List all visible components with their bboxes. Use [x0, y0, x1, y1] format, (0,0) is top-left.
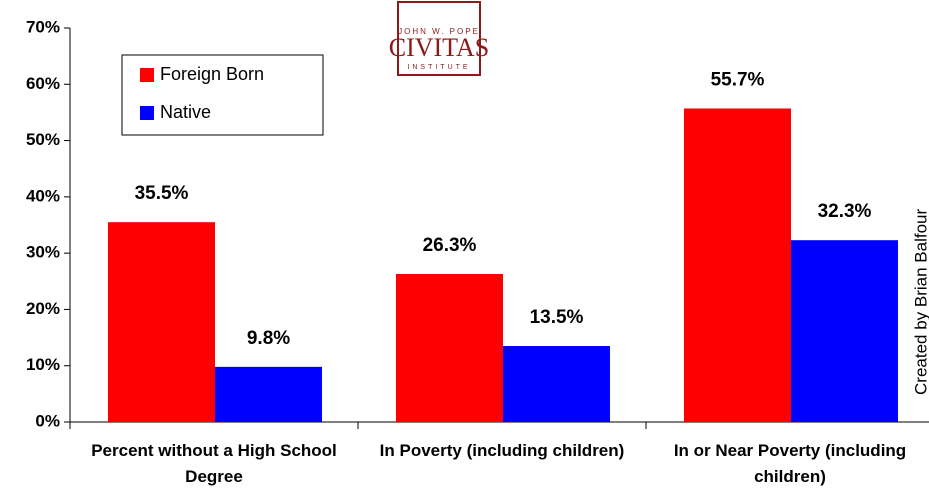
logo-top: JOHN W. POPE [398, 27, 480, 36]
y-tick-label: 50% [26, 130, 60, 149]
data-label: 35.5% [135, 183, 189, 204]
legend-label: Native [160, 102, 211, 122]
bar [396, 273, 503, 422]
data-label: 9.8% [247, 328, 290, 349]
logo-bottom: INSTITUTE [407, 64, 470, 71]
data-label: 32.3% [818, 201, 872, 222]
y-tick-label: 60% [26, 74, 60, 93]
x-tick-label: In or Near Poverty (including children) [673, 441, 907, 486]
bar [108, 222, 215, 422]
credit: Created by Brian Balfour [911, 209, 929, 395]
y-tick-label: 10% [26, 355, 60, 374]
bar [791, 240, 898, 422]
bar [215, 366, 322, 422]
y-tick-label: 20% [26, 299, 60, 318]
bar [503, 346, 610, 422]
logo-box [397, 1, 481, 76]
legend-label: Foreign Born [160, 64, 264, 84]
data-label: 55.7% [711, 70, 765, 91]
y-tick-label: 0% [35, 411, 60, 430]
legend-swatch [140, 68, 154, 82]
logo-name: CIVITAS [389, 33, 489, 62]
bar [684, 108, 791, 422]
y-tick-label: 40% [26, 186, 60, 205]
legend-box [121, 54, 324, 136]
legend-swatch [140, 106, 154, 120]
y-tick-label: 70% [26, 17, 60, 36]
data-label: 13.5% [530, 307, 584, 328]
data-label: 26.3% [423, 235, 477, 256]
x-tick-label: Percent without a High School Degree [91, 441, 337, 486]
x-tick-label: In Poverty (including children) [379, 441, 625, 460]
y-tick-label: 30% [26, 243, 60, 262]
